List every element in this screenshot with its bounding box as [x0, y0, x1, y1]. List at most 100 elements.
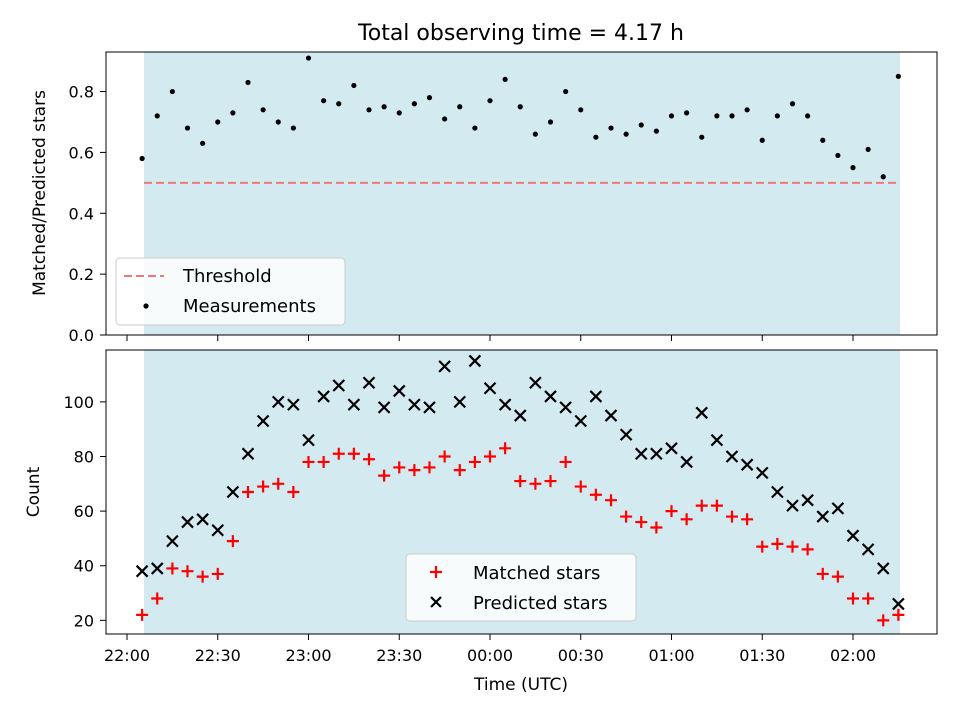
- matched-points: [136, 442, 905, 627]
- matched-point: [605, 494, 617, 507]
- count-x-tick-label: 23:30: [376, 646, 422, 665]
- matched-point: [484, 450, 496, 463]
- measurement-point: [336, 101, 342, 107]
- measurement-point: [169, 88, 175, 95]
- count-x-ticks: 22:00 22:30 23:00 23:30 00:00 00:30 01:00 01:30…: [104, 634, 876, 665]
- measurement-point: [774, 113, 780, 119]
- predicted-point: [287, 398, 300, 411]
- measurement-point: [895, 73, 901, 79]
- measurement-point: [850, 165, 856, 171]
- matched-point: [786, 540, 799, 553]
- matched-point: [544, 475, 557, 488]
- matched-point: [771, 537, 784, 550]
- ratio-panel: 0.0 0.2 0.4 0.6 0.8 Total observing time = 4…: [30, 21, 938, 345]
- measurement-point: [759, 137, 765, 143]
- measurement-point: [290, 125, 296, 131]
- legend-measurement-swatch: [143, 303, 149, 309]
- ratio-y-tick-label: 0.2: [69, 265, 94, 284]
- predicted-point: [377, 401, 391, 414]
- matched-point: [468, 455, 481, 468]
- predicted-point: [513, 409, 527, 422]
- matched-point: [181, 565, 194, 578]
- matched-point: [877, 614, 890, 627]
- predicted-point: [665, 442, 678, 455]
- predicted-point: [453, 395, 467, 409]
- predicted-point: [392, 384, 406, 398]
- matched-point: [665, 505, 678, 518]
- count-x-tick-label: 00:00: [467, 646, 513, 665]
- matched-point: [363, 453, 375, 466]
- predicted-point: [438, 360, 451, 373]
- legend-measurement-label: Measurements: [183, 296, 316, 317]
- ratio-panel-frame: [105, 51, 938, 336]
- matched-point: [347, 447, 360, 460]
- predicted-point: [755, 466, 769, 480]
- predicted-point: [211, 523, 225, 537]
- matched-point: [196, 570, 209, 583]
- predicted-point: [650, 447, 663, 461]
- matched-point: [756, 540, 769, 553]
- count-y-tick-label: 40: [74, 557, 94, 576]
- ratio-y-ticks: 0.0 0.2 0.4 0.6 0.8: [69, 83, 106, 345]
- predicted-point: [710, 433, 724, 447]
- predicted-point: [317, 390, 330, 403]
- measurement-point: [426, 95, 433, 101]
- matched-point: [302, 455, 315, 468]
- measurement-point: [487, 98, 493, 104]
- predicted-point: [740, 458, 754, 471]
- matched-point: [408, 464, 421, 477]
- count-x-tick-label: 22:30: [195, 646, 241, 665]
- matched-point: [287, 486, 300, 498]
- ratio-x-ticks: [126, 335, 854, 341]
- measurement-point: [532, 131, 538, 137]
- predicted-point: [135, 564, 149, 578]
- legend-matched-swatch: [430, 566, 442, 578]
- predicted-point: [619, 428, 633, 441]
- measurement-point: [305, 55, 312, 61]
- measurement-point: [200, 140, 206, 146]
- predicted-points: [135, 354, 905, 611]
- matched-point: [423, 461, 436, 474]
- measurement-point: [547, 119, 554, 125]
- matched-point: [242, 486, 254, 498]
- ratio-y-label: Matched/Predicted stars: [30, 90, 50, 296]
- measurement-point: [442, 116, 448, 122]
- predicted-point: [634, 447, 648, 461]
- predicted-point: [271, 395, 285, 409]
- count-legend: Matched stars Predicted stars: [405, 553, 637, 622]
- measurement-point: [714, 113, 720, 119]
- predicted-point: [468, 354, 482, 368]
- matched-point: [801, 543, 814, 556]
- measurement-point: [154, 113, 160, 119]
- measurement-point: [789, 101, 796, 107]
- chart-title: Total observing time = 4.17 h: [357, 21, 684, 46]
- matched-point: [166, 562, 179, 575]
- legend-threshold-label: Threshold: [182, 266, 272, 287]
- count-panel-frame: [105, 349, 938, 635]
- predicted-point: [771, 485, 784, 499]
- predicted-point: [831, 502, 845, 515]
- count-y-tick-label: 100: [63, 393, 94, 412]
- predicted-point: [362, 376, 376, 390]
- measurement-point: [593, 134, 599, 140]
- measurement-point: [880, 174, 886, 180]
- measurement-point: [502, 76, 508, 82]
- ratio-y-tick-label: 0.4: [69, 204, 94, 223]
- measurement-point: [578, 107, 584, 113]
- measurement-points: [139, 55, 901, 180]
- matched-point: [378, 469, 391, 482]
- count-x-tick-label: 01:00: [648, 646, 694, 665]
- predicted-point: [150, 562, 164, 575]
- predicted-point: [544, 390, 557, 403]
- measurement-point: [805, 113, 811, 119]
- measurement-point: [230, 110, 236, 116]
- measurement-point: [684, 110, 690, 116]
- measurement-point: [411, 101, 417, 107]
- predicted-point: [695, 406, 709, 420]
- matched-point: [862, 592, 875, 605]
- predicted-point: [846, 529, 860, 542]
- matched-point: [332, 447, 345, 460]
- count-y-tick-label: 20: [74, 611, 94, 630]
- matched-point: [620, 510, 633, 523]
- predicted-point: [589, 390, 603, 403]
